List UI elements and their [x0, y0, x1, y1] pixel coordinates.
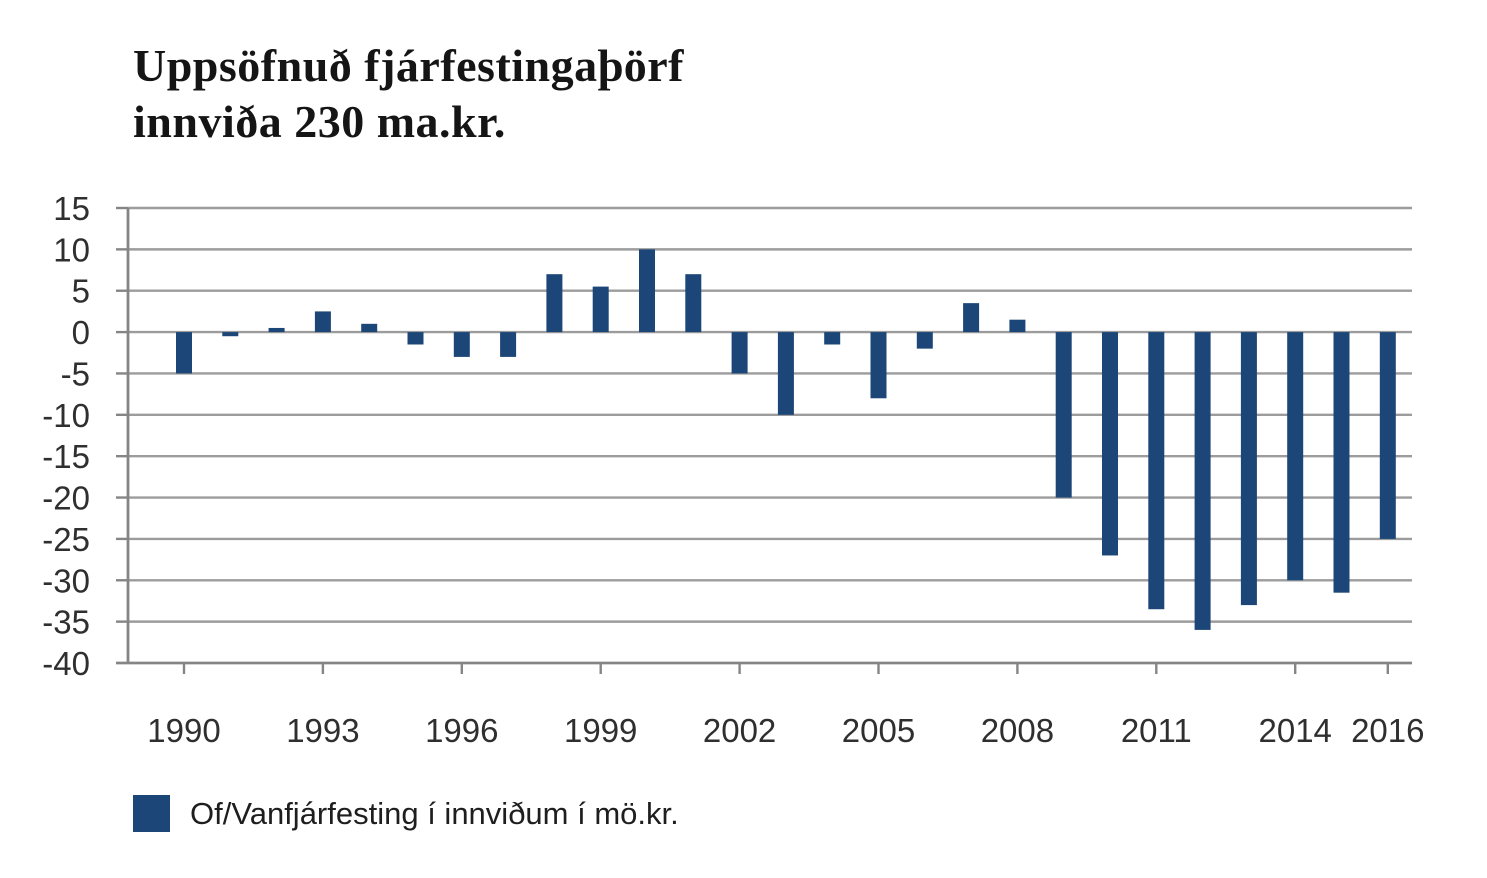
bar-2002 [731, 332, 748, 374]
y-axis-label: -10 [42, 397, 90, 434]
bar-2012 [1194, 332, 1211, 630]
y-axis-label: -35 [42, 604, 90, 641]
x-axis-label: 1990 [147, 712, 220, 749]
x-axis-label: 1993 [286, 712, 359, 749]
bar-1997 [500, 332, 517, 357]
x-axis-label: 2016 [1351, 712, 1424, 749]
bar-2006 [916, 332, 933, 349]
bar-2013 [1240, 332, 1257, 606]
x-axis-label: 1999 [564, 712, 637, 749]
y-axis-label: -15 [42, 438, 90, 475]
bar-2004 [824, 332, 841, 345]
y-axis-label: 0 [72, 314, 90, 351]
bar-1996 [453, 332, 470, 357]
legend-swatch [133, 795, 170, 832]
bar-2007 [963, 303, 980, 333]
bar-1999 [592, 286, 609, 333]
legend-label: Of/Vanfjárfesting í innviðum í mö.kr. [190, 795, 679, 831]
bar-1998 [546, 274, 563, 333]
bar-1995 [407, 332, 424, 345]
bar-2015 [1333, 332, 1350, 593]
bar-2016 [1379, 332, 1396, 539]
y-axis-label: -20 [42, 480, 90, 517]
bar-1994 [361, 323, 378, 333]
chart-title: Uppsöfnuð fjárfestingaþörf innviða 230 m… [133, 38, 684, 150]
bar-2009 [1055, 332, 1072, 498]
bar-2008 [1009, 319, 1026, 333]
chart-title-line1: Uppsöfnuð fjárfestingaþörf [133, 40, 684, 91]
chart-title-line2: innviða 230 ma.kr. [133, 96, 506, 147]
y-axis-label: 15 [53, 190, 90, 227]
bar-2000 [639, 249, 655, 333]
x-axis-label: 2002 [703, 712, 776, 749]
y-axis-label: -25 [42, 521, 90, 558]
y-axis-label: -30 [42, 562, 90, 599]
bar-2010 [1102, 332, 1118, 556]
bar-1993 [314, 311, 331, 333]
x-axis-label: 2014 [1258, 712, 1331, 749]
x-axis-label: 2011 [1121, 712, 1192, 749]
bar-2001 [685, 274, 702, 333]
y-axis-label: -5 [61, 355, 90, 392]
y-axis-label: 5 [72, 273, 90, 310]
y-axis-label: 10 [53, 231, 90, 268]
bar-1991 [222, 332, 239, 337]
x-axis-label: 1996 [425, 712, 498, 749]
bar-2014 [1287, 332, 1304, 581]
bar-2011 [1148, 332, 1165, 610]
bar-2005 [870, 332, 887, 399]
x-axis-label: 2008 [981, 712, 1054, 749]
bar-2003 [777, 332, 794, 415]
bar-1990 [176, 332, 192, 374]
x-axis-label: 2005 [842, 712, 915, 749]
bar-1992 [268, 327, 285, 333]
chart-legend: Of/Vanfjárfesting í innviðum í mö.kr. [133, 795, 679, 832]
y-axis-label: -40 [42, 645, 90, 682]
